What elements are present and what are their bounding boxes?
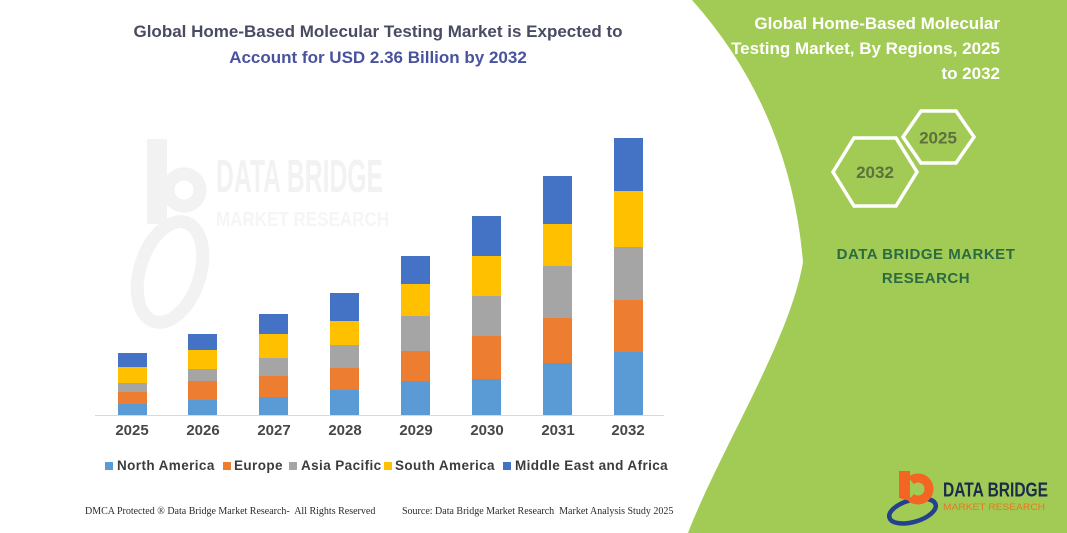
svg-text:MARKET RESEARCH: MARKET RESEARCH bbox=[943, 502, 1045, 512]
svg-text:DATA BRIDGE: DATA BRIDGE bbox=[216, 150, 383, 202]
svg-text:2032: 2032 bbox=[856, 163, 894, 182]
svg-text:MARKET RESEARCH: MARKET RESEARCH bbox=[216, 209, 389, 231]
svg-text:DATA BRIDGE: DATA BRIDGE bbox=[943, 480, 1048, 502]
svg-text:2025: 2025 bbox=[919, 129, 957, 148]
